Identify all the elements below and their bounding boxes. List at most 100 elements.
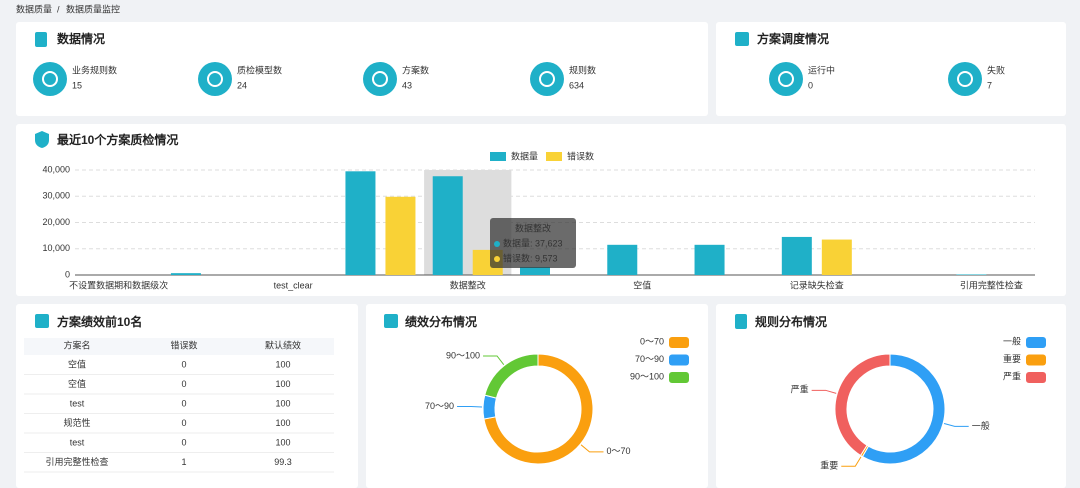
x-tick-label: 数据整改 [450,279,486,290]
x-tick-label: test_clear [274,280,313,290]
y-tick-label: 10,000 [42,243,70,253]
card-title: 绩效分布情况 [405,314,477,329]
legend-label: 重要 [1003,353,1021,364]
table-cell: 空值 [68,378,86,389]
stat-value: 24 [237,80,247,90]
tooltip-dot [494,256,500,262]
title-icons [35,32,749,329]
table-cell: 100 [275,437,290,447]
breadcrumb-separator: / [57,4,60,14]
x-tick-label: 不设置数据期和数据级次 [69,279,168,290]
bar [432,176,463,275]
legend-label: 数据量 [511,150,538,161]
stat-label: 规则数 [569,64,596,75]
stat-icon-glyph [372,71,388,87]
legend-swatch [546,152,562,161]
table-cell: 100 [275,379,290,389]
legend-label: 70～90 [635,354,664,364]
stat-icon [198,62,232,96]
legend-swatch [490,152,506,161]
legend-label: 90～100 [630,371,664,381]
column-header: 错误数 [170,339,197,350]
legend-label: 0～70 [640,336,664,346]
table-cell: 0 [181,379,186,389]
stat-icon [948,62,982,96]
card-title: 最近10个方案质检情况 [57,132,178,147]
legend-swatch [669,354,689,366]
table-cell: 0 [181,437,186,447]
leader-line [943,423,969,427]
legend-label: 严重 [1003,370,1021,381]
column-header: 默认绩效 [265,339,301,350]
table-cell: 100 [275,359,290,369]
table-cell: 100 [275,418,290,428]
stat-label: 质检模型数 [237,64,282,75]
slice-label: 一般 [972,420,990,431]
table-cell: 1 [181,457,186,467]
stat-icon-glyph [207,71,223,87]
stat-icon [33,62,67,96]
card [716,22,1066,116]
bar [694,244,725,275]
leader-line [483,355,505,365]
stat-icon-glyph [778,71,794,87]
legend-swatch [1026,372,1046,383]
y-tick-label: 40,000 [42,164,70,174]
card-title: 方案调度情况 [757,31,829,46]
leader-line [841,456,862,467]
stat-icon [530,62,564,96]
stat-label: 方案数 [402,64,429,75]
slice-label: 重要 [820,460,838,471]
leader-line [580,444,604,453]
table-cell: 0 [181,418,186,428]
card [16,22,708,116]
x-tick-label: 记录缺失检查 [790,279,844,290]
bar [781,236,812,275]
x-tick-label: 引用完整性检查 [960,279,1023,290]
tooltip [490,218,576,268]
card-title: 规则分布情况 [755,314,827,329]
stat-value: 0 [808,80,813,90]
slice-label: 0～70 [606,446,630,456]
bar [520,267,550,275]
breadcrumb[interactable]: 数据质量 [16,3,52,14]
table-cell: 引用完整性检查 [45,456,108,467]
stat-value: 7 [987,80,992,90]
tooltip-line: 错误数: 9,573 [503,252,558,263]
legend-swatch [1026,354,1046,366]
legend-label: 错误数 [567,150,594,161]
table-cell: 100 [275,398,290,408]
pie-slice [483,353,594,465]
slice-label: 70～90 [425,401,454,411]
tooltip-title: 数据整改 [515,222,551,233]
y-tick-label: 0 [65,269,70,279]
table-cell: 0 [181,398,186,408]
stat-value: 15 [72,80,82,90]
card [366,304,708,488]
slice-label: 严重 [791,384,809,395]
table-cell: 0 [181,359,186,369]
leader-line [811,389,837,394]
card [716,304,1066,488]
tooltip-line: 数据量: 37,623 [503,237,563,248]
legend-label: 一般 [1003,335,1021,346]
column-header: 方案名 [63,339,90,350]
breadcrumb-current: 数据质量监控 [66,3,120,14]
bar [385,196,416,275]
pie-slice [484,353,539,399]
stat-value: 43 [402,80,412,90]
table-cell: 空值 [68,358,86,369]
bar [821,239,852,275]
pie-slice [834,353,891,457]
card-title: 数据情况 [57,31,105,46]
stat-value: 634 [569,80,584,90]
stat-icon [363,62,397,96]
bar [607,244,638,275]
legend-swatch [669,372,689,383]
table-cell: test [70,437,85,447]
slice-label: 90～100 [446,350,480,360]
table-cell: 规范性 [63,417,90,428]
table-cell: 99.3 [274,457,292,467]
bar [170,273,201,275]
